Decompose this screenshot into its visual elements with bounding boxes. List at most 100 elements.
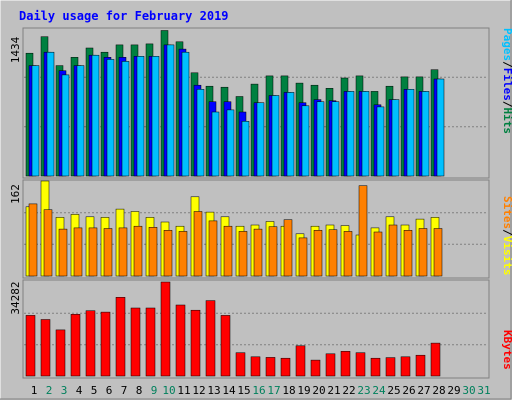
visits-ymax-label: 162 xyxy=(9,184,22,204)
bar-sites-day-14 xyxy=(223,225,233,277)
bar-kbytes-day-22 xyxy=(340,351,351,377)
kbytes-ymax-label: 34282 xyxy=(9,281,22,314)
legend-separator: / xyxy=(501,229,512,236)
bar-sites-day-13 xyxy=(208,220,218,277)
bar-kbytes-day-8 xyxy=(130,307,141,377)
x-tick-label: 31 xyxy=(477,384,490,397)
bar-kbytes-day-26 xyxy=(400,356,411,377)
bar-pages-day-11 xyxy=(181,51,190,177)
bar-pages-day-28 xyxy=(436,78,445,177)
hits-ymax-label: 1434 xyxy=(9,36,22,63)
bar-kbytes-day-2 xyxy=(40,319,51,377)
x-tick-label: 12 xyxy=(192,384,205,397)
bar-pages-day-4 xyxy=(76,65,85,177)
bar-kbytes-day-11 xyxy=(175,304,186,377)
x-tick-label: 29 xyxy=(447,384,460,397)
bar-pages-day-2 xyxy=(46,51,55,177)
legend-kbytes: KBytes xyxy=(501,330,512,370)
bar-sites-day-12 xyxy=(193,211,203,277)
bar-sites-day-26 xyxy=(403,230,413,277)
bar-pages-day-24 xyxy=(376,106,385,177)
bar-pages-day-8 xyxy=(136,56,145,177)
bar-pages-day-17 xyxy=(271,95,280,177)
bar-pages-day-27 xyxy=(421,91,430,177)
x-tick-label: 17 xyxy=(267,384,280,397)
x-tick-label: 13 xyxy=(207,384,220,397)
bar-sites-day-9 xyxy=(148,227,158,277)
bar-kbytes-day-9 xyxy=(145,307,156,377)
bar-sites-day-11 xyxy=(178,231,188,277)
legend-sites: Sites xyxy=(501,196,512,229)
bar-pages-day-1 xyxy=(31,65,40,177)
bar-sites-day-8 xyxy=(133,225,143,277)
bar-sites-day-18 xyxy=(283,219,293,277)
bar-pages-day-10 xyxy=(166,44,175,177)
bar-pages-day-14 xyxy=(226,109,235,177)
bar-kbytes-day-20 xyxy=(310,359,321,377)
bar-sites-day-3 xyxy=(58,228,68,277)
bar-pages-day-26 xyxy=(406,89,415,177)
bar-sites-day-25 xyxy=(388,224,398,277)
legend-separator: / xyxy=(501,61,512,68)
bar-sites-day-24 xyxy=(373,231,383,277)
bar-sites-day-7 xyxy=(118,227,128,277)
bar-sites-day-16 xyxy=(253,228,263,277)
x-tick-label: 10 xyxy=(162,384,175,397)
x-tick-label: 15 xyxy=(237,384,250,397)
bar-sites-day-15 xyxy=(238,231,248,277)
x-tick-label: 24 xyxy=(372,384,386,397)
legend-files: Files xyxy=(501,68,512,101)
bar-pages-day-23 xyxy=(361,91,370,177)
x-tick-label: 16 xyxy=(252,384,265,397)
x-tick-label: 14 xyxy=(222,384,236,397)
bar-kbytes-day-6 xyxy=(100,311,111,377)
x-tick-label: 7 xyxy=(121,384,128,397)
bar-kbytes-day-5 xyxy=(85,310,96,377)
bar-sites-day-20 xyxy=(313,230,323,277)
bar-pages-day-9 xyxy=(151,56,160,177)
visits-legend: Sites/Visits xyxy=(501,196,512,276)
bar-sites-day-22 xyxy=(343,231,353,277)
bar-sites-day-23 xyxy=(358,185,368,277)
bar-sites-day-6 xyxy=(103,228,113,277)
bar-kbytes-day-16 xyxy=(250,356,261,377)
x-tick-label: 27 xyxy=(417,384,430,397)
bar-kbytes-day-23 xyxy=(355,352,366,377)
x-tick-label: 30 xyxy=(462,384,475,397)
x-tick-label: 23 xyxy=(357,384,370,397)
bar-kbytes-day-25 xyxy=(385,357,396,377)
bar-kbytes-day-7 xyxy=(115,297,126,377)
bar-kbytes-day-17 xyxy=(265,357,276,377)
bar-pages-day-6 xyxy=(106,59,115,177)
x-tick-label: 5 xyxy=(91,384,98,397)
bar-sites-day-28 xyxy=(433,228,443,277)
bar-pages-day-3 xyxy=(61,74,70,177)
bar-pages-day-15 xyxy=(241,121,250,177)
bar-kbytes-day-19 xyxy=(295,345,306,377)
legend-visits: Visits xyxy=(501,236,512,276)
legend-pages: Pages xyxy=(501,28,512,61)
bar-pages-day-7 xyxy=(121,61,130,177)
x-tick-label: 4 xyxy=(76,384,83,397)
x-tick-label: 22 xyxy=(342,384,355,397)
bar-kbytes-day-10 xyxy=(160,281,171,377)
x-tick-label: 25 xyxy=(387,384,400,397)
bar-kbytes-day-3 xyxy=(55,329,66,377)
x-tick-label: 8 xyxy=(136,384,143,397)
bar-kbytes-day-24 xyxy=(370,357,381,377)
x-tick-label: 3 xyxy=(61,384,68,397)
bar-sites-day-10 xyxy=(163,230,173,277)
bar-kbytes-day-27 xyxy=(415,354,426,377)
bar-pages-day-25 xyxy=(391,99,400,177)
x-tick-label: 11 xyxy=(177,384,190,397)
bar-kbytes-day-21 xyxy=(325,353,336,377)
x-tick-label: 9 xyxy=(151,384,158,397)
bar-sites-day-21 xyxy=(328,229,338,277)
bar-pages-day-16 xyxy=(256,102,265,177)
hits-legend: Pages/Files/Hits xyxy=(501,28,512,134)
bar-sites-day-2 xyxy=(43,209,53,277)
bar-kbytes-day-28 xyxy=(430,342,441,377)
legend-hits: Hits xyxy=(501,108,512,135)
bar-kbytes-day-1 xyxy=(25,315,36,377)
